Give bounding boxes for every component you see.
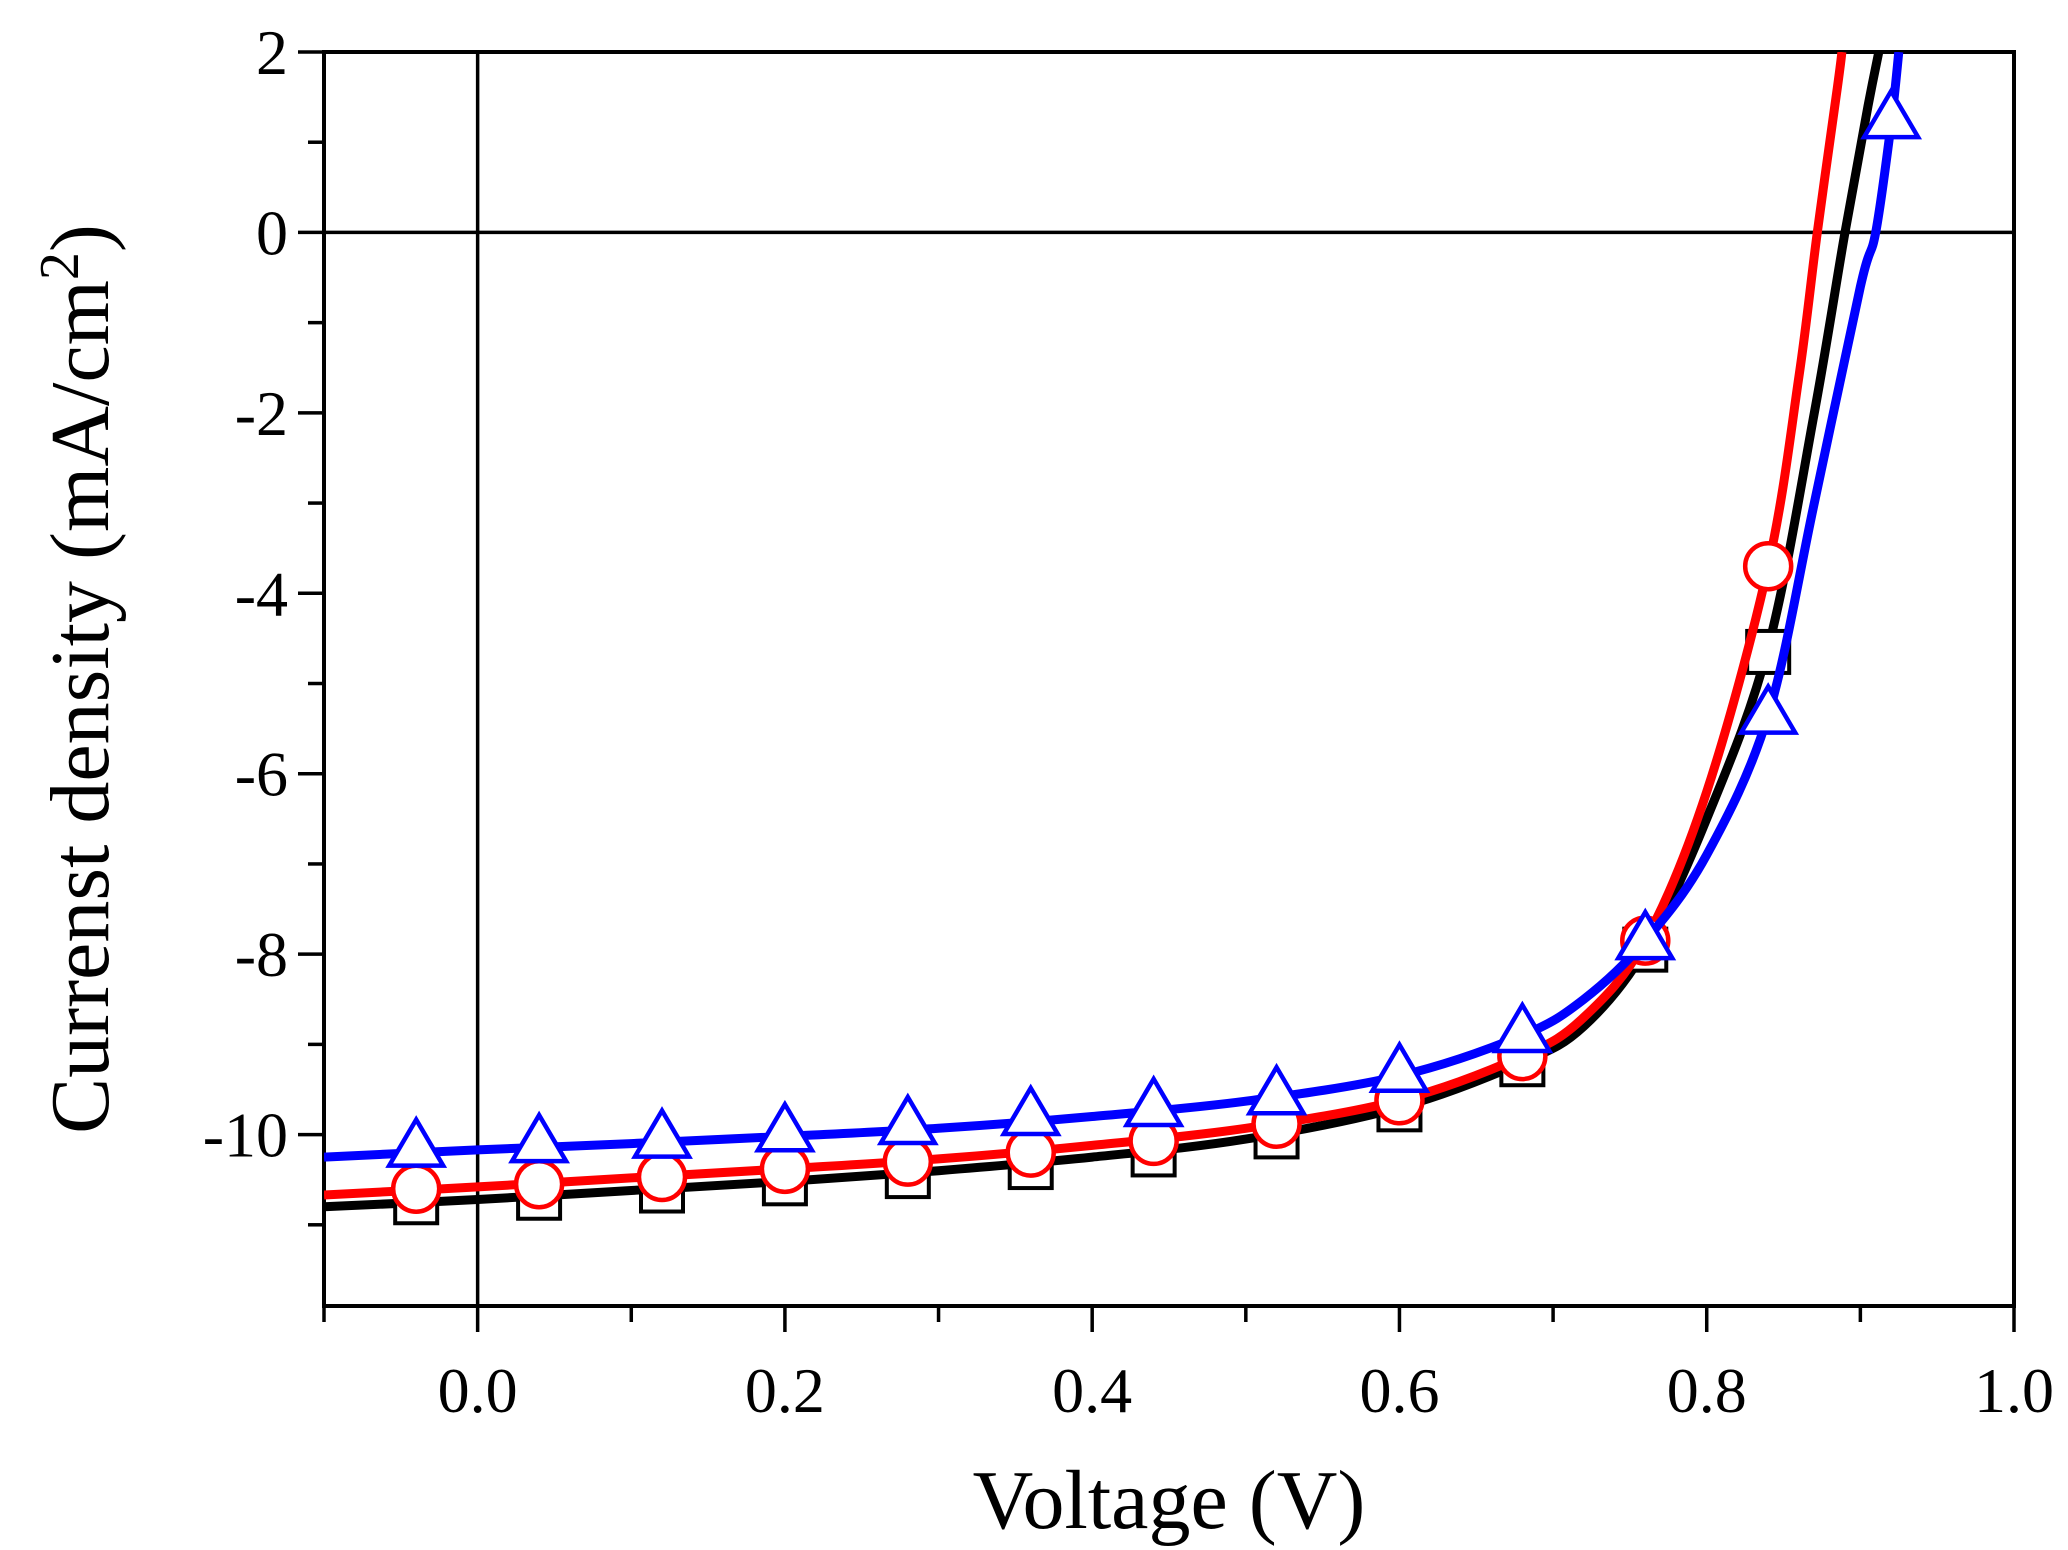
marker-triangle: [876, 1092, 939, 1146]
marker-triangle: [508, 1110, 571, 1164]
marker-triangle: [385, 1115, 448, 1168]
series-square: [324, 52, 1884, 1226]
marker-circle: [1005, 1127, 1056, 1178]
series-triangle: [324, 52, 1923, 1168]
marker-triangle: [1614, 907, 1677, 961]
marker-circle: [759, 1143, 811, 1195]
y-tick-label: -6: [235, 739, 288, 810]
y-tick-label: -4: [235, 558, 288, 629]
series-line-triangle: [324, 52, 1904, 1162]
series-line-square: [324, 52, 1884, 1212]
marker-circle: [1742, 540, 1794, 592]
marker-triangle: [1245, 1062, 1308, 1116]
y-tick-label: -10: [203, 1100, 288, 1171]
series-layer: [324, 52, 1923, 1226]
marker-triangle: [1491, 1000, 1554, 1054]
marker-circle: [513, 1158, 565, 1210]
y-axis: 2 0 -2 -4 -6 -8 -10: [203, 17, 324, 1227]
x-tick-label: 1.0: [1974, 1355, 2054, 1426]
y-tick-label: 2: [256, 17, 288, 88]
x-tick-label: 0.0: [438, 1355, 518, 1426]
marker-triangle: [1737, 682, 1800, 735]
x-tick-label: 0.8: [1667, 1355, 1747, 1426]
series-line-circle: [324, 52, 1847, 1200]
y-tick-label: -8: [235, 919, 288, 990]
marker-triangle: [753, 1099, 816, 1153]
marker-triangle: [1122, 1074, 1185, 1128]
x-tick-label: 0.2: [745, 1355, 825, 1426]
marker-triangle: [631, 1106, 693, 1159]
y-axis-title-main: Curren​st density (mA/cm: [34, 280, 127, 1134]
series-circle: [324, 52, 1847, 1214]
y-axis-title: Curren​st density (mA/cm2): [29, 224, 127, 1134]
x-axis-title: Voltage (V): [973, 1454, 1366, 1547]
y-axis-title-superscript: 2: [29, 252, 91, 280]
marker-triangle: [1860, 86, 1923, 140]
plot-frame: [322, 50, 2016, 1308]
marker-triangle: [999, 1083, 1062, 1137]
x-tick-label: 0.6: [1359, 1355, 1439, 1426]
x-tick-label: 0.4: [1052, 1355, 1132, 1426]
y-axis-title-close: ): [34, 224, 127, 252]
marker-circle: [636, 1151, 688, 1203]
x-axis: 0.0 0.2 0.4 0.6 0.8 1.0: [322, 1306, 2054, 1426]
y-tick-label: -2: [235, 378, 288, 449]
y-tick-label: 0: [256, 197, 288, 268]
marker-triangle: [1368, 1040, 1431, 1093]
marker-circle: [882, 1136, 934, 1187]
marker-circle: [390, 1163, 442, 1214]
